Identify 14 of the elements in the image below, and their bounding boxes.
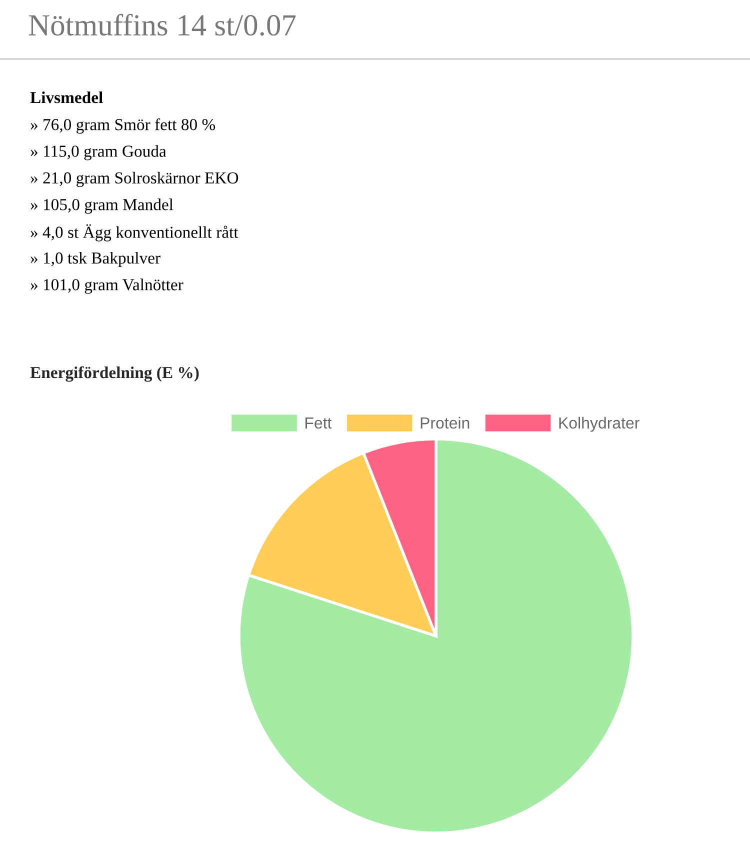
text: » 1,0 tsk Bakpulver bbox=[30, 252, 160, 268]
text: Livsmedel bbox=[30, 91, 103, 104]
text: » 105,0 gram Mandel bbox=[30, 198, 174, 214]
text: » 76,0 gram Smör fett 80 % bbox=[30, 118, 216, 134]
chart-title: Nötmuffins 14 st/0.07 bbox=[28, 14, 296, 36]
legend-label: Fett bbox=[306, 417, 332, 429]
legend-label: Protein bbox=[420, 416, 470, 429]
legend-label: Kolhydrater bbox=[559, 416, 640, 432]
chart-subtitle: Energifördelning (E %) bbox=[30, 366, 199, 382]
text: » 101,0 gram Valnötter bbox=[30, 278, 184, 294]
text: » 4,0 st Ägg konventionellt rått bbox=[30, 224, 238, 242]
pie-slice bbox=[238, 438, 634, 834]
text: » 21,0 gram Solroskärnor EKO bbox=[30, 172, 238, 187]
text: » 115,0 gram Gouda bbox=[30, 145, 166, 160]
